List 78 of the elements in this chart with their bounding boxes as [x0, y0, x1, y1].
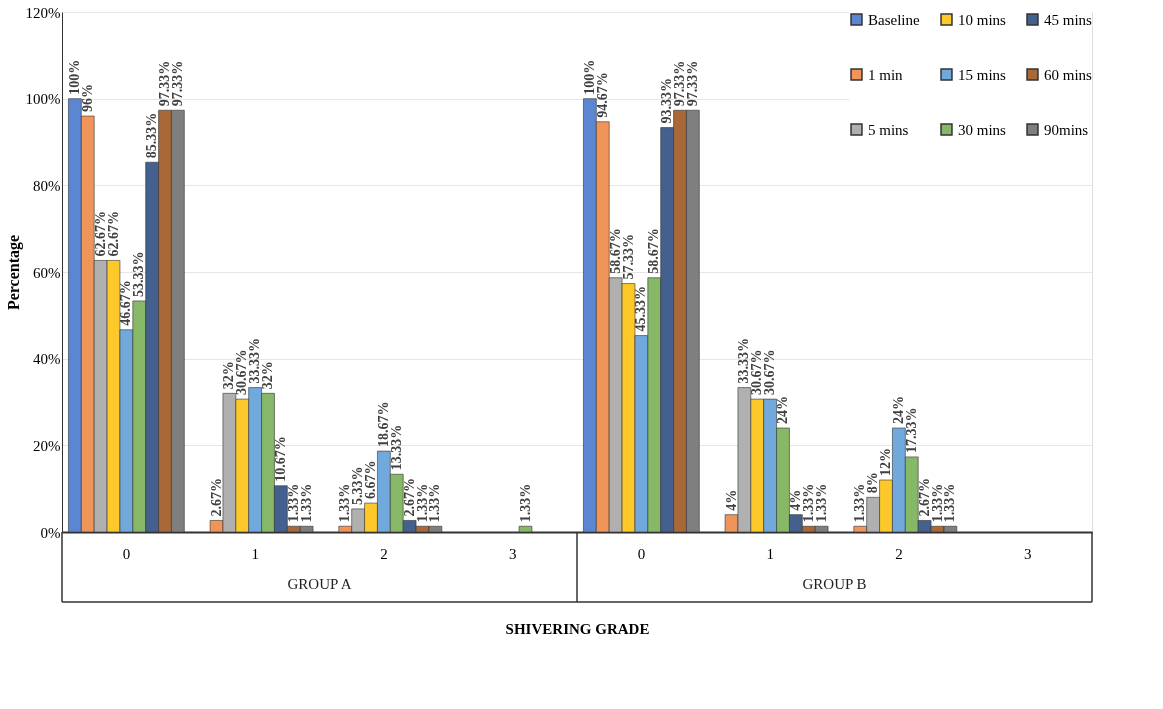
- x-tick-label: 3: [508, 545, 517, 562]
- y-tick-label: 120%: [25, 4, 61, 21]
- data-label: 1.33%: [852, 483, 868, 523]
- y-tick-label: 0%: [40, 524, 61, 541]
- x-tick-label: 0: [122, 545, 131, 562]
- data-label: 97.33%: [157, 60, 172, 107]
- data-label: 1.33%: [285, 483, 301, 523]
- y-axis-title: Percentage: [4, 234, 23, 311]
- x-tick-label: 1: [766, 545, 774, 562]
- y-tick-label: 80%: [33, 177, 61, 194]
- data-label: 1.33%: [517, 483, 533, 523]
- data-label: 30.67%: [749, 349, 765, 396]
- data-label: 97.33%: [684, 60, 700, 107]
- data-label: 1.33%: [414, 483, 430, 523]
- data-label: 33.33%: [247, 338, 263, 384]
- x-axis-title: SHIVERING GRADE: [505, 620, 650, 637]
- data-label: 24%: [890, 396, 906, 424]
- legend-label: 1 min: [868, 66, 904, 83]
- data-label: 1.33%: [337, 483, 353, 523]
- data-label: 6.67%: [363, 460, 378, 500]
- data-label: 1.33%: [929, 483, 945, 523]
- data-label: 2.67%: [916, 477, 932, 517]
- data-label: 1.33%: [813, 483, 829, 523]
- text: GROUP A: [287, 576, 352, 592]
- y-tick-label: 100%: [25, 91, 61, 108]
- data-label: 8%: [865, 472, 881, 494]
- data-label: 2.67%: [401, 477, 417, 517]
- data-label: 32%: [221, 361, 237, 390]
- x-tick-label: 1: [251, 545, 259, 562]
- x-tick-label: 0: [637, 545, 646, 562]
- legend-label: 5 mins: [868, 121, 909, 138]
- data-label: 57.33%: [620, 234, 636, 280]
- data-label: 33.33%: [736, 338, 752, 384]
- data-label: 4%: [723, 489, 739, 511]
- data-label: 1.33%: [800, 483, 816, 523]
- data-label: 12%: [878, 448, 893, 476]
- data-label: 45.33%: [633, 286, 649, 332]
- data-label: 13.33%: [388, 424, 404, 471]
- data-label: 97.33%: [672, 60, 687, 107]
- data-label: 85.33%: [144, 112, 160, 159]
- data-label: 1.33%: [298, 483, 314, 523]
- legend-label: 10 mins: [958, 11, 1007, 28]
- data-label: 4%: [787, 489, 803, 511]
- data-label: 1.33%: [427, 483, 443, 523]
- data-label: 1.33%: [942, 483, 958, 523]
- data-label: 96%: [79, 84, 95, 112]
- y-tick-label: 20%: [33, 437, 61, 454]
- data-label: 93.33%: [659, 78, 675, 124]
- data-label: 53.33%: [131, 251, 147, 297]
- y-tick-label: 40%: [33, 351, 61, 368]
- legend-label: 60 mins: [1044, 66, 1093, 83]
- data-label: 32%: [260, 361, 275, 390]
- legend-label: 45 mins: [1044, 11, 1093, 28]
- text: GROUP B: [802, 576, 867, 592]
- legend-label: 90mins: [1044, 121, 1089, 138]
- legend-label: 30 mins: [958, 121, 1007, 138]
- data-label: 24%: [775, 396, 790, 424]
- data-label: 62.67%: [92, 210, 108, 257]
- data-label: 17.33%: [903, 407, 919, 453]
- data-label: 58.67%: [646, 228, 662, 274]
- data-label: 2.67%: [208, 477, 224, 517]
- data-label: 30.67%: [234, 349, 250, 396]
- data-label: 30.67%: [762, 349, 778, 396]
- y-tick-label: 60%: [33, 264, 61, 281]
- data-label: 10.67%: [272, 436, 288, 482]
- legend-label: 15 mins: [958, 66, 1007, 83]
- data-label: 18.67%: [375, 401, 391, 448]
- data-label: 94.67%: [594, 72, 610, 118]
- data-label: 100%: [581, 59, 597, 95]
- data-label: 46.67%: [118, 280, 134, 326]
- x-tick-label: 3: [1023, 545, 1032, 562]
- legend-label: Baseline: [868, 11, 920, 28]
- data-label: 97.33%: [169, 60, 185, 107]
- x-tick-label: 2: [895, 545, 903, 562]
- data-label: 5.33%: [350, 466, 366, 505]
- data-label: 58.67%: [607, 228, 623, 274]
- data-label: 62.67%: [105, 210, 121, 257]
- x-tick-label: 2: [380, 545, 388, 562]
